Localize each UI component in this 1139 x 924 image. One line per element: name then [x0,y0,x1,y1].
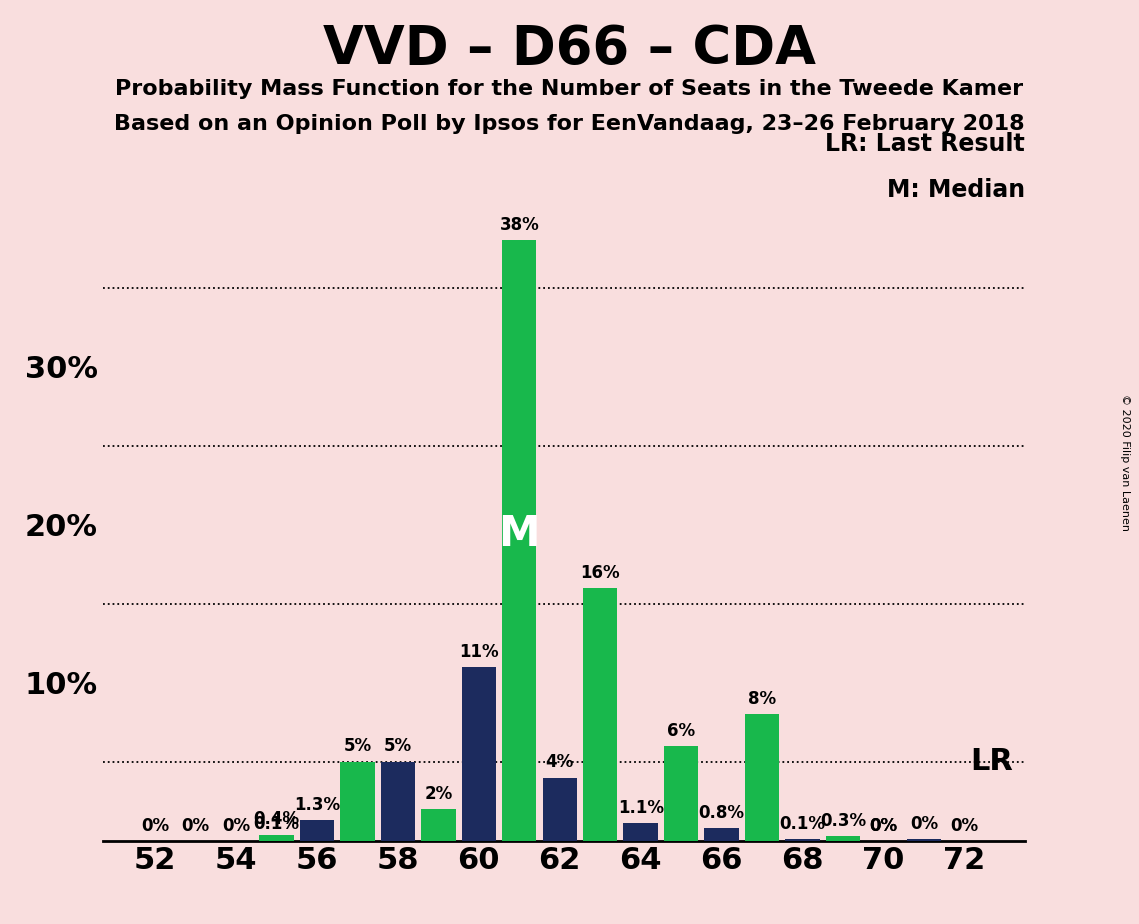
Text: 0%: 0% [869,817,898,834]
Bar [826,836,860,841]
Bar [745,714,779,841]
Bar [623,823,658,841]
Bar [704,828,739,841]
Text: 0.1%: 0.1% [779,815,826,833]
Bar [260,834,294,841]
Text: © 2020 Filip van Laenen: © 2020 Filip van Laenen [1121,394,1130,530]
Text: LR: LR [970,748,1013,776]
Bar [664,746,698,841]
Text: 0.8%: 0.8% [698,804,745,821]
Text: 0%: 0% [141,817,170,834]
Bar [421,809,456,841]
Text: 0.3%: 0.3% [820,812,866,830]
Bar [786,839,820,841]
Text: 5%: 5% [384,737,412,756]
Bar [502,240,536,841]
Text: M: Median: M: Median [887,178,1025,202]
Bar [300,821,334,841]
Text: 0%: 0% [910,815,939,833]
Text: M: M [499,514,540,555]
Text: 0%: 0% [869,817,898,834]
Text: 0.1%: 0.1% [254,815,300,833]
Text: Probability Mass Function for the Number of Seats in the Tweede Kamer: Probability Mass Function for the Number… [115,79,1024,99]
Bar [260,839,294,841]
Text: 11%: 11% [459,642,499,661]
Text: 8%: 8% [748,690,776,708]
Text: 1.1%: 1.1% [617,799,664,817]
Text: 6%: 6% [667,722,695,740]
Text: VVD – D66 – CDA: VVD – D66 – CDA [323,23,816,75]
Text: 0.4%: 0.4% [254,810,300,828]
Text: 4%: 4% [546,753,574,772]
Bar [542,778,577,841]
Bar [583,588,617,841]
Text: LR: Last Result: LR: Last Result [826,132,1025,156]
Text: 0%: 0% [181,817,210,834]
Text: 0%: 0% [950,817,978,834]
Text: 0%: 0% [222,817,251,834]
Bar [907,839,941,841]
Text: 5%: 5% [343,737,371,756]
Text: 16%: 16% [581,564,620,581]
Text: 38%: 38% [499,216,539,234]
Text: 1.3%: 1.3% [294,796,341,814]
Text: Based on an Opinion Poll by Ipsos for EenVandaag, 23–26 February 2018: Based on an Opinion Poll by Ipsos for Ee… [114,114,1025,134]
Text: 2%: 2% [424,784,452,803]
Bar [380,761,415,841]
Bar [341,761,375,841]
Bar [461,667,495,841]
